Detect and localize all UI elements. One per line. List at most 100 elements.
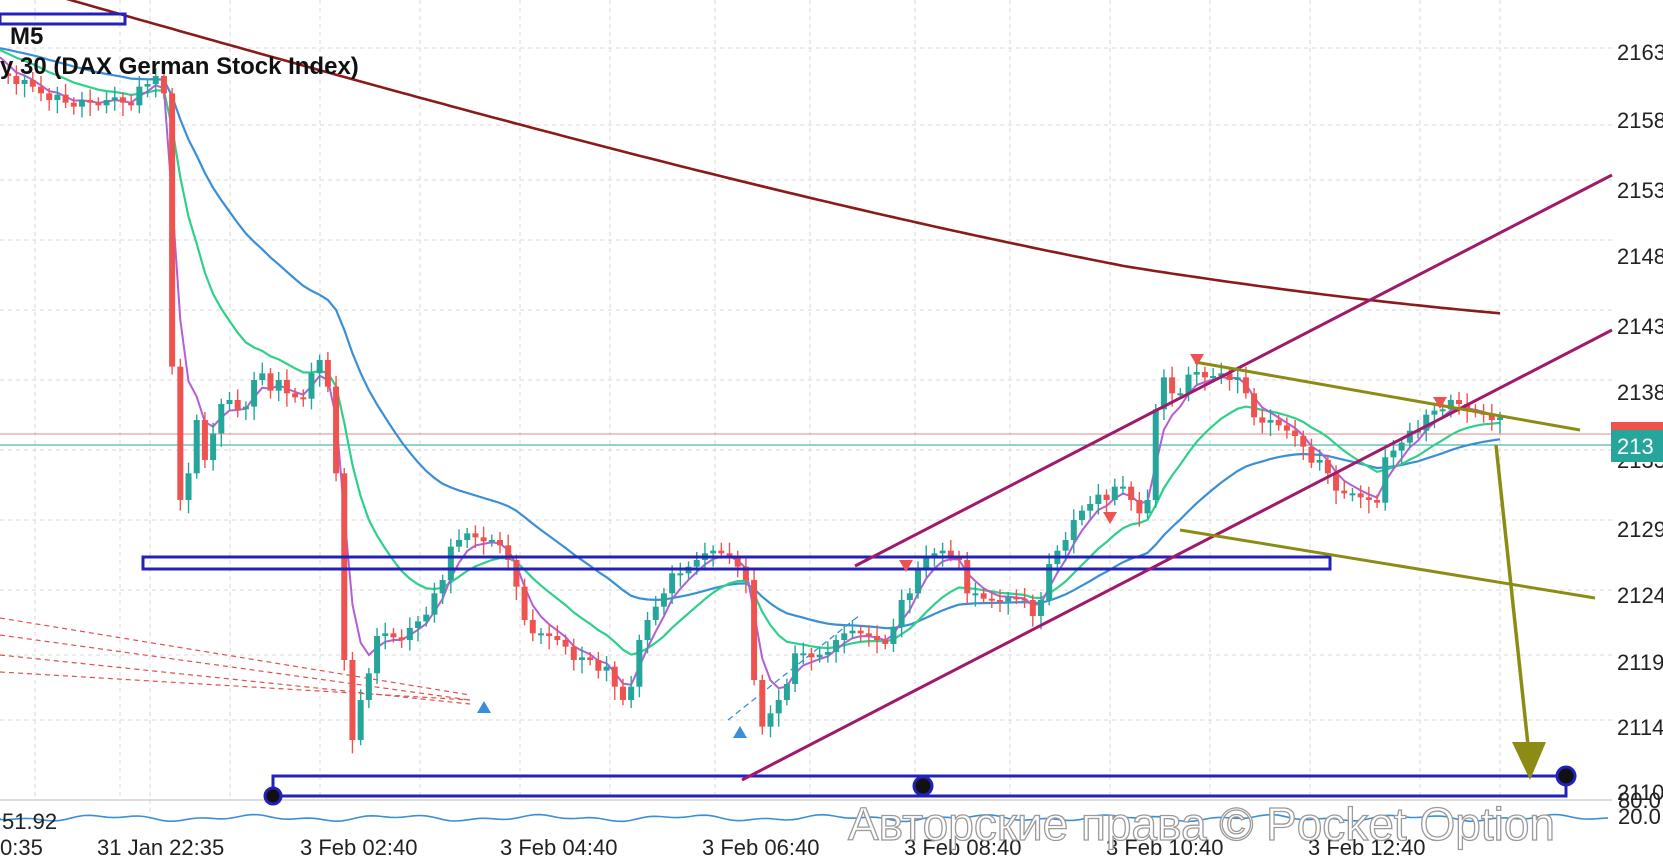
drawing-layer-back — [0, 433, 1612, 721]
projection-arrowhead — [1512, 742, 1546, 780]
candle-body — [800, 653, 807, 656]
candle-body — [70, 102, 77, 107]
candle-body — [1152, 409, 1159, 500]
candle-body — [406, 628, 413, 640]
copyright-watermark: Авторские права © Pocket Option — [848, 798, 1555, 850]
candle-body — [603, 666, 610, 671]
candle-body — [767, 713, 774, 727]
candle-body — [554, 636, 561, 640]
candle-body — [193, 420, 200, 474]
candle-body — [78, 100, 85, 107]
candle-body — [874, 636, 881, 640]
instrument-title: y 30 (DAX German Stock Index) — [0, 53, 359, 80]
candle-body — [537, 633, 544, 636]
candle-body — [37, 86, 44, 94]
candle-body — [587, 657, 594, 660]
candle-body — [234, 400, 241, 410]
price-tick-label: 2119 — [1617, 650, 1663, 675]
candle-body — [29, 80, 36, 87]
candle-body — [308, 373, 315, 399]
candle-body — [1119, 486, 1126, 489]
candle-body — [46, 93, 53, 100]
candle-body — [652, 606, 659, 620]
candle-body — [1062, 540, 1069, 551]
candle-body — [1316, 460, 1323, 463]
candle-body — [87, 100, 94, 103]
candle-body — [997, 600, 1003, 602]
candle-body — [398, 637, 405, 640]
price-tick-label: 2158 — [1617, 108, 1663, 133]
candle-body — [210, 433, 217, 460]
candle-body — [267, 373, 274, 391]
candle-body — [1087, 504, 1094, 511]
sell-signal-marker — [899, 560, 913, 572]
timeframe-label: M5 — [10, 23, 43, 50]
price-tick-label: 2163 — [1617, 40, 1663, 65]
candle-body — [882, 640, 889, 644]
ma-mid-line — [0, 49, 1501, 656]
candle-body — [1275, 420, 1282, 426]
header-box[interactable] — [0, 12, 127, 26]
candle-body — [1029, 600, 1036, 616]
candle-body — [456, 540, 463, 547]
candle-body — [431, 593, 438, 615]
candle-body — [1005, 597, 1012, 602]
candle-body — [988, 598, 995, 601]
candle-body — [1349, 493, 1356, 496]
ma-fast-line — [0, 56, 1501, 690]
candle-body — [693, 560, 700, 567]
candle-body — [324, 360, 331, 387]
candle-body — [931, 553, 938, 556]
candle-body — [136, 86, 143, 106]
zone-handle — [1555, 765, 1577, 787]
candle-body — [1341, 490, 1348, 494]
candle-body — [865, 633, 872, 636]
candle-body — [1406, 430, 1413, 443]
price-tick-label: 2124 — [1617, 583, 1663, 608]
zone-handle — [912, 775, 934, 797]
candle-body — [1357, 493, 1364, 498]
candle-body — [505, 545, 512, 560]
candle-body — [1013, 597, 1020, 600]
candle-body — [1234, 377, 1241, 380]
candle-body — [578, 657, 585, 660]
current-price-tag[interactable]: 213 — [1611, 422, 1663, 462]
candle-body — [1070, 520, 1077, 540]
candle-body — [201, 420, 208, 460]
candle-body — [611, 666, 618, 687]
candle-body — [365, 673, 372, 700]
sell-signal-marker — [1103, 512, 1117, 524]
candle-body — [1431, 410, 1438, 415]
candle-body — [890, 626, 897, 644]
candle-body — [349, 660, 356, 740]
ma-long-line — [65, 0, 1501, 315]
candle-body — [333, 386, 340, 474]
drawing-layer-front[interactable] — [141, 173, 1613, 806]
candle-body — [480, 537, 487, 542]
time-axis: 0:35 31 Jan 22:35 3 Feb 02:40 3 Feb 04:40 3 … — [0, 835, 1425, 860]
time-tick-label: 3 Feb 02:40 — [300, 835, 417, 860]
price-tick-label: 2110 — [1617, 780, 1663, 805]
candle-body — [177, 366, 184, 500]
candle-body — [152, 76, 159, 84]
candle-body — [1251, 393, 1258, 418]
ma-slow-line — [0, 47, 1501, 630]
candle-body — [923, 556, 930, 570]
candle-body — [628, 686, 635, 700]
candle-body — [341, 473, 348, 660]
candle-body — [382, 633, 389, 636]
price-tag-value: 213 — [1617, 434, 1654, 459]
candle-body — [1390, 450, 1397, 458]
candle-body — [833, 640, 840, 652]
candle-body — [275, 380, 282, 391]
price-tick-label: 2148 — [1617, 244, 1663, 269]
price-tick-label: 2143 — [1617, 314, 1663, 339]
trend-fan-line — [0, 654, 471, 705]
zone-handle — [263, 786, 283, 806]
candle-body — [964, 560, 971, 594]
candle-body — [1333, 473, 1340, 491]
price-tick-label: 2129 — [1617, 517, 1663, 542]
price-tag-bg — [1611, 430, 1663, 462]
candle-body — [390, 633, 397, 638]
